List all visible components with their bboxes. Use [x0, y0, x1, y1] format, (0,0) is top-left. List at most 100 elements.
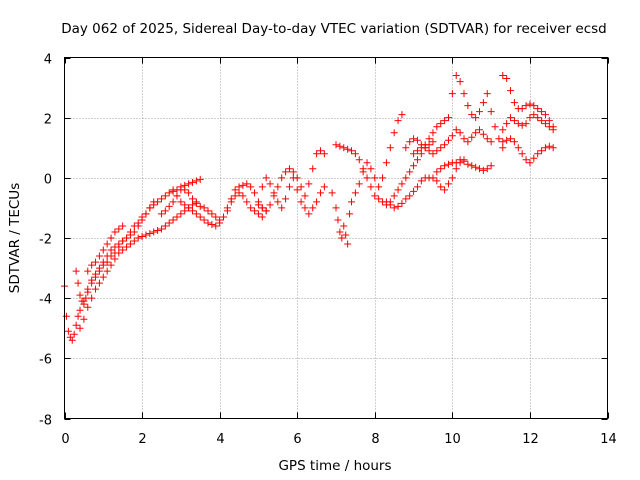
data-point	[402, 144, 410, 152]
data-point	[103, 267, 111, 275]
data-point	[491, 123, 499, 131]
chart-title: Day 062 of 2025, Sidereal Day-to-day VTE…	[61, 21, 607, 37]
data-point	[181, 201, 189, 209]
data-point	[115, 225, 123, 233]
data-point	[406, 168, 414, 176]
series-track-d	[84, 222, 127, 275]
y-tick-label: -4	[39, 293, 52, 308]
data-point	[444, 136, 452, 144]
data-point	[530, 111, 538, 119]
data-point	[251, 189, 259, 197]
data-point	[452, 126, 460, 134]
series-track-f	[157, 186, 266, 224]
data-point	[285, 183, 293, 191]
data-point	[468, 133, 476, 141]
data-point	[476, 126, 484, 134]
data-point	[173, 192, 181, 200]
data-point	[262, 174, 270, 182]
data-points	[61, 72, 557, 344]
x-tick-label: 4	[216, 432, 224, 447]
data-point	[301, 204, 309, 212]
data-point	[437, 120, 445, 128]
series-track-q	[499, 135, 557, 167]
data-point	[421, 144, 429, 152]
data-point	[413, 156, 421, 164]
data-point	[526, 159, 534, 167]
data-point	[526, 100, 534, 108]
data-point	[348, 147, 356, 155]
data-point	[285, 165, 293, 173]
data-point	[247, 204, 255, 212]
data-point	[429, 138, 437, 146]
data-point	[208, 220, 216, 228]
data-point	[460, 157, 468, 165]
data-point	[231, 186, 239, 194]
data-point	[181, 186, 189, 194]
data-point	[545, 117, 553, 125]
data-point	[386, 201, 394, 209]
data-point	[188, 201, 196, 209]
data-point	[262, 207, 270, 215]
data-point	[134, 222, 142, 230]
data-point	[123, 234, 131, 242]
data-point	[456, 129, 464, 137]
data-point	[274, 183, 282, 191]
series-track-l	[410, 72, 507, 158]
data-point	[398, 180, 406, 188]
data-point	[297, 198, 305, 206]
data-point	[84, 267, 92, 275]
data-point	[441, 141, 449, 149]
data-point	[348, 198, 356, 206]
data-point	[390, 129, 398, 137]
data-point	[433, 147, 441, 155]
data-point	[464, 160, 472, 168]
data-point	[80, 315, 88, 323]
data-point	[231, 192, 239, 200]
data-point	[185, 189, 193, 197]
data-point	[177, 198, 185, 206]
data-point	[342, 231, 350, 239]
data-point	[212, 213, 220, 221]
y-tick-label: 2	[44, 113, 52, 128]
data-point	[270, 192, 278, 200]
data-point	[305, 210, 313, 218]
data-point	[437, 183, 445, 191]
data-point	[165, 189, 173, 197]
data-point	[510, 138, 518, 146]
data-point	[282, 168, 290, 176]
data-point	[460, 135, 468, 143]
data-point	[538, 147, 546, 155]
data-point	[410, 162, 418, 170]
data-point	[530, 154, 538, 162]
data-point	[429, 150, 437, 158]
data-point	[425, 147, 433, 155]
data-point	[313, 198, 321, 206]
data-point	[359, 165, 367, 173]
data-point	[103, 240, 111, 248]
data-point	[448, 174, 456, 182]
x-tick-label: 14	[600, 432, 617, 447]
data-point	[541, 120, 549, 128]
x-tick-label: 2	[138, 432, 146, 447]
data-point	[282, 195, 290, 203]
data-point	[394, 117, 402, 125]
data-point	[309, 204, 317, 212]
data-point	[526, 114, 534, 122]
data-point	[355, 180, 363, 188]
data-point	[495, 135, 503, 143]
data-point	[507, 135, 515, 143]
data-point	[338, 234, 346, 242]
data-point	[107, 234, 115, 242]
data-point	[119, 246, 127, 254]
y-axis-label: SDTVAR / TECUs	[7, 183, 23, 293]
data-point	[417, 141, 425, 149]
data-point	[425, 135, 433, 143]
data-point	[239, 181, 247, 189]
series-track-a	[61, 175, 204, 344]
data-point	[157, 225, 165, 233]
data-point	[522, 120, 530, 128]
data-point	[169, 216, 177, 224]
data-point	[413, 136, 421, 144]
data-point	[169, 186, 177, 194]
